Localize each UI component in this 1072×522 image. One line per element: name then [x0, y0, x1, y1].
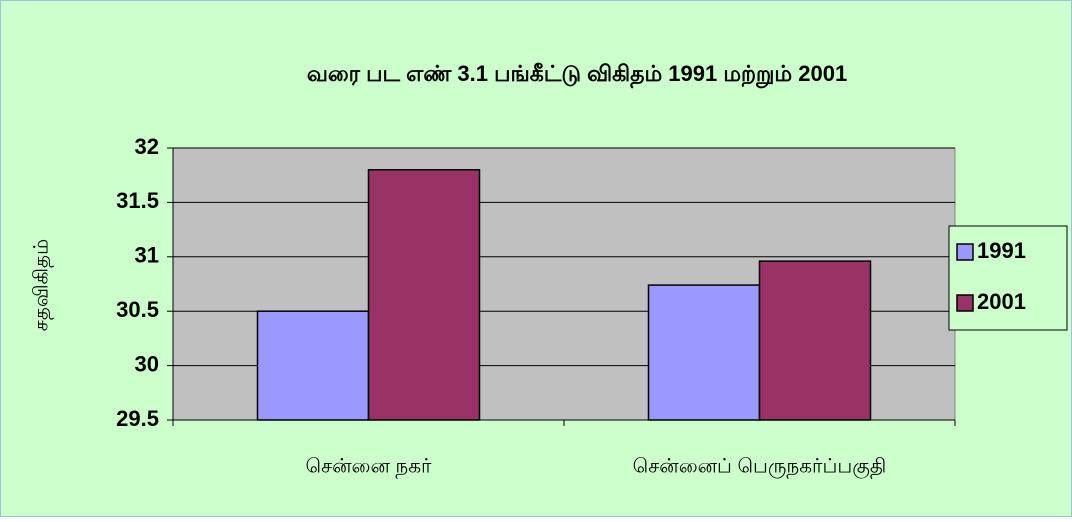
- x-tick-label: சென்னைப் பெருநகர்ப்பகுதி: [633, 455, 887, 478]
- bar: [367, 169, 481, 421]
- bar: [758, 260, 872, 421]
- y-tick-label: 31: [135, 243, 159, 268]
- y-tick-label: 32: [135, 134, 159, 159]
- y-tick-label: 30.5: [116, 297, 159, 322]
- legend-label: 1991: [977, 238, 1026, 263]
- y-tick-label: 30: [135, 351, 159, 376]
- bar: [647, 284, 761, 421]
- legend-swatch: [956, 294, 974, 312]
- y-axis-label: சதவிகிதம்: [30, 239, 53, 331]
- y-tick-label: 29.5: [116, 406, 159, 431]
- legend-swatch: [956, 243, 974, 261]
- bar: [256, 310, 370, 421]
- y-tick-label: 31.5: [116, 188, 159, 213]
- legend-label: 2001: [977, 289, 1026, 314]
- chart-title: வரை பட எண் 3.1 பங்கீட்டு விகிதம் 1991 மற…: [307, 61, 847, 89]
- x-tick-label: சென்னை நகர்: [306, 455, 433, 478]
